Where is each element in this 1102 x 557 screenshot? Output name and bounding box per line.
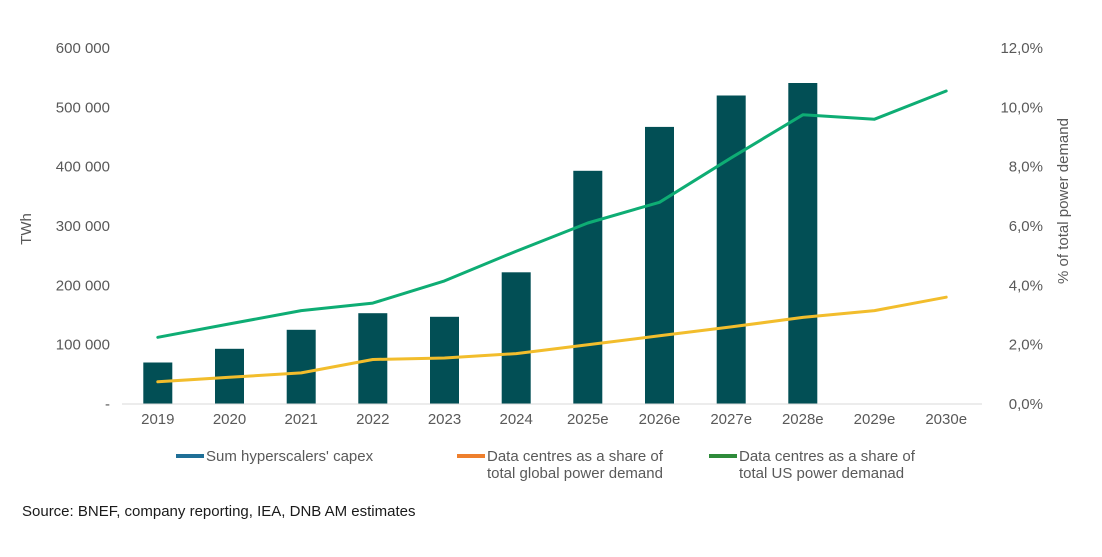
legend-label: Data centres as a share of: [487, 448, 664, 465]
source-note: Source: BNEF, company reporting, IEA, DN…: [22, 503, 416, 520]
left-tick-label: 300 000: [56, 218, 110, 235]
right-axis-ticks: 0,0% 2,0% 4,0% 6,0% 8,0% 10,0% 12,0%: [1000, 40, 1043, 413]
right-tick-label: 6,0%: [1009, 218, 1043, 235]
bar-2021: [286, 329, 316, 404]
x-tick-label: 2019: [141, 411, 174, 428]
x-tick-label: 2026e: [639, 411, 681, 428]
x-tick-label: 2021: [285, 411, 318, 428]
right-tick-label: 4,0%: [1009, 277, 1043, 294]
left-tick-label: 400 000: [56, 159, 110, 176]
bar-2024: [501, 272, 531, 404]
x-tick-label: 2022: [356, 411, 389, 428]
bar-2023: [430, 316, 459, 404]
right-axis-title: % of total power demand: [1055, 118, 1072, 284]
bars-layer: [143, 83, 818, 405]
x-tick-label: 2029e: [854, 411, 896, 428]
line-global-share: [156, 295, 948, 384]
legend-label: Sum hyperscalers' capex: [206, 448, 374, 465]
legend: Sum hyperscalers' capex Data centres as a…: [176, 448, 916, 482]
x-tick-label: 2030e: [925, 411, 967, 428]
legend-swatch: [457, 454, 485, 458]
x-axis-ticks: 2019 2020 2021 2022 2023 2024 2025e 2026e 2027e 2…: [141, 411, 967, 428]
legend-swatch: [709, 454, 737, 458]
legend-label: Data centres as a share of: [739, 448, 916, 465]
right-tick-label: 0,0%: [1009, 396, 1043, 413]
legend-label: total US power demanad: [739, 465, 904, 482]
legend-label: total global power demand: [487, 465, 663, 482]
bar-2025e: [573, 170, 603, 404]
left-tick-label: 100 000: [56, 337, 110, 354]
legend-swatch: [176, 454, 204, 458]
x-tick-label: 2024: [500, 411, 533, 428]
bar-2028e: [788, 83, 818, 404]
right-tick-label: 2,0%: [1009, 337, 1043, 354]
left-tick-label: 500 000: [56, 99, 110, 116]
left-tick-label: -: [105, 396, 110, 413]
x-tick-label: 2027e: [710, 411, 752, 428]
left-axis-ticks: - 100 000 200 000 300 000 400 000 500 000 600 …: [56, 40, 110, 413]
x-tick-label: 2023: [428, 411, 461, 428]
lines-layer: [156, 89, 948, 384]
bar-2027e: [716, 95, 746, 404]
x-tick-label: 2025e: [567, 411, 609, 428]
x-tick-label: 2028e: [782, 411, 824, 428]
bar-2026e: [645, 126, 674, 405]
right-tick-label: 12,0%: [1000, 40, 1043, 57]
right-tick-label: 8,0%: [1009, 159, 1043, 176]
left-tick-label: 600 000: [56, 40, 110, 57]
left-axis-title: TWh: [18, 213, 35, 245]
x-tick-label: 2020: [213, 411, 246, 428]
left-tick-label: 200 000: [56, 277, 110, 294]
line-us-share: [156, 89, 948, 339]
right-tick-label: 10,0%: [1000, 99, 1043, 116]
